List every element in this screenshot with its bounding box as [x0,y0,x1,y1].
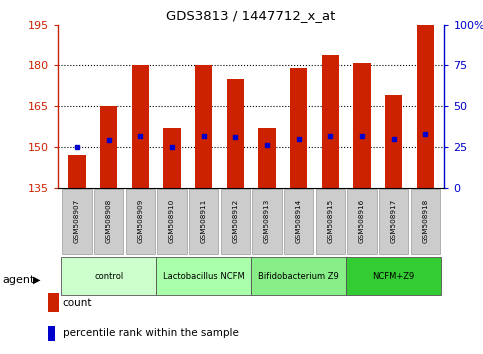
Bar [156,257,251,295]
Text: GSM508913: GSM508913 [264,199,270,244]
Text: GSM508908: GSM508908 [106,199,112,244]
Bar [385,95,402,188]
Text: GSM508915: GSM508915 [327,199,333,244]
Bar [251,257,346,295]
Text: GSM508918: GSM508918 [422,199,428,244]
Text: GSM508916: GSM508916 [359,199,365,244]
Bar [347,189,377,253]
Text: GSM508910: GSM508910 [169,199,175,244]
Bar [189,189,218,253]
Text: Lactobacillus NCFM: Lactobacillus NCFM [163,272,244,281]
Bar [157,189,186,253]
Bar [316,189,345,253]
Text: GSM508914: GSM508914 [296,199,302,244]
Bar [94,189,123,253]
Text: count: count [63,298,92,308]
Bar [163,128,181,188]
Bar [221,189,250,253]
Text: GSM508907: GSM508907 [74,199,80,244]
Bar [195,65,213,188]
Bar [290,68,307,188]
Title: GDS3813 / 1447712_x_at: GDS3813 / 1447712_x_at [167,9,336,22]
Text: agent: agent [2,275,35,285]
Text: percentile rank within the sample: percentile rank within the sample [63,329,239,338]
Text: Bifidobacterium Z9: Bifidobacterium Z9 [258,272,339,281]
Bar [346,257,441,295]
Bar [68,155,85,188]
Bar [411,189,440,253]
Text: ▶: ▶ [33,275,41,285]
Bar [379,189,408,253]
Bar [322,55,339,188]
Text: GSM508917: GSM508917 [391,199,397,244]
Bar [126,189,155,253]
Text: GSM508909: GSM508909 [137,199,143,244]
Text: NCFM+Z9: NCFM+Z9 [372,272,415,281]
Bar [131,65,149,188]
Bar [417,25,434,188]
Text: GSM508911: GSM508911 [200,199,207,244]
Bar [227,79,244,188]
Bar [253,189,282,253]
Bar [258,128,276,188]
Text: control: control [94,272,123,281]
Bar [100,106,117,188]
Bar [62,189,92,253]
Bar [284,189,313,253]
Bar [353,63,371,188]
Text: GSM508912: GSM508912 [232,199,238,244]
Bar [61,257,156,295]
